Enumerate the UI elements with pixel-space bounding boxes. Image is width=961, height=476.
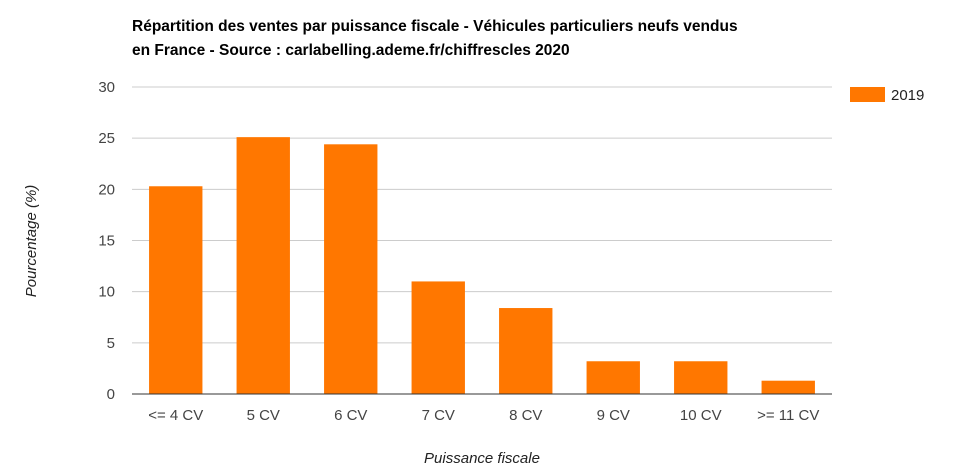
y-tick-label: 30 [98,79,115,96]
x-tick-labels: <= 4 CV 5 CV 6 CV 7 CV 8 CV 9 CV 10 CV >= 11 CV [148,407,819,424]
bar [586,361,640,394]
legend-swatch-2019 [850,87,885,102]
x-tick-label: 8 CV [509,407,542,424]
x-tick-label: >= 11 CV [757,407,819,424]
bar [761,380,815,394]
chart-title-line-1: Répartition des ventes par puissance fis… [132,18,738,35]
bar [236,137,290,395]
bar [411,281,465,394]
y-tick-labels: 0 5 10 15 20 25 30 [98,79,115,403]
y-tick-label: 0 [107,386,115,403]
bar [499,308,553,394]
x-axis-title: Puissance fiscale [424,450,540,467]
y-axis-title: Pourcentage (%) [23,185,40,298]
y-tick-label: 20 [98,181,115,198]
legend: 2019 [850,87,924,104]
y-tick-label: 15 [98,233,115,250]
y-tick-label: 5 [107,335,115,352]
bar [674,361,728,394]
bar [324,144,378,394]
chart-title-line-2: en France - Source : carlabelling.ademe.… [132,42,570,59]
x-tick-label: 10 CV [680,407,722,424]
x-tick-label: 6 CV [334,407,367,424]
x-tick-label: 9 CV [597,407,630,424]
bar [149,186,203,394]
y-tick-label: 10 [98,284,115,301]
legend-label-2019: 2019 [891,87,924,104]
x-tick-label: <= 4 CV [148,407,203,424]
x-tick-label: 7 CV [422,407,455,424]
x-tick-label: 5 CV [247,407,280,424]
y-tick-label: 25 [98,130,115,147]
bars [149,137,815,395]
